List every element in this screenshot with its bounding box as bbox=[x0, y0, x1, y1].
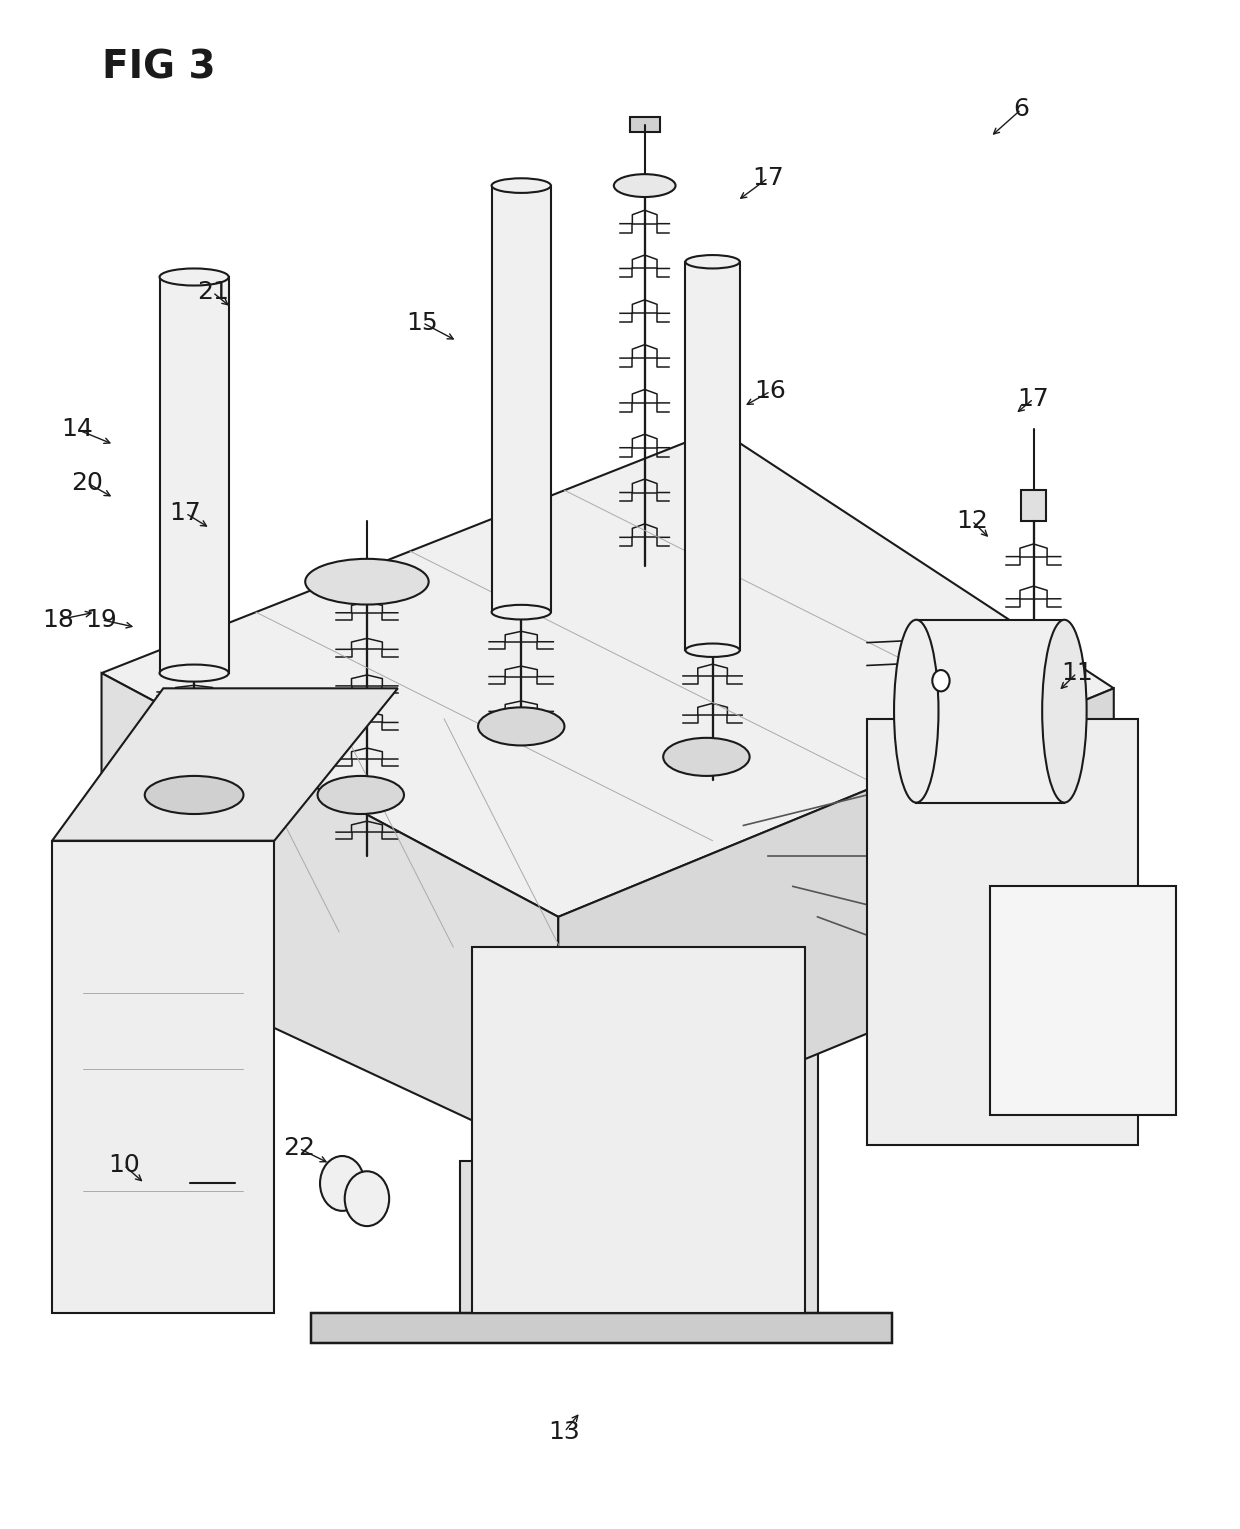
Text: 16: 16 bbox=[755, 379, 786, 404]
Circle shape bbox=[932, 670, 950, 691]
Text: 21: 21 bbox=[197, 280, 228, 304]
Bar bbox=[1086, 971, 1136, 1038]
Bar bbox=[1028, 971, 1076, 1038]
Polygon shape bbox=[102, 430, 1114, 917]
Ellipse shape bbox=[145, 775, 243, 813]
Bar bbox=[1022, 491, 1045, 521]
Ellipse shape bbox=[491, 179, 551, 193]
Ellipse shape bbox=[686, 644, 740, 657]
Text: 17: 17 bbox=[170, 502, 201, 524]
Text: 6: 6 bbox=[1013, 98, 1029, 121]
Polygon shape bbox=[52, 841, 274, 1313]
Text: 11: 11 bbox=[1061, 661, 1092, 685]
Polygon shape bbox=[558, 688, 1114, 1161]
Text: 15: 15 bbox=[407, 310, 438, 335]
Bar bbox=[460, 1161, 484, 1329]
Text: 12: 12 bbox=[956, 509, 988, 532]
Text: 14: 14 bbox=[61, 417, 93, 442]
Ellipse shape bbox=[686, 255, 740, 269]
Ellipse shape bbox=[479, 708, 564, 746]
Text: 17: 17 bbox=[753, 167, 784, 190]
Ellipse shape bbox=[160, 665, 228, 682]
Bar bbox=[792, 948, 817, 1329]
Ellipse shape bbox=[663, 739, 750, 775]
Ellipse shape bbox=[894, 619, 939, 803]
Ellipse shape bbox=[1042, 619, 1086, 803]
Bar bbox=[1095, 956, 1132, 971]
Circle shape bbox=[345, 1171, 389, 1226]
Circle shape bbox=[320, 1156, 365, 1211]
Ellipse shape bbox=[614, 174, 676, 197]
Ellipse shape bbox=[317, 775, 404, 813]
Text: 22: 22 bbox=[283, 1136, 315, 1161]
Polygon shape bbox=[311, 1313, 892, 1344]
Polygon shape bbox=[867, 719, 1138, 1145]
Ellipse shape bbox=[305, 558, 429, 604]
Text: 13: 13 bbox=[548, 1420, 580, 1443]
Text: 19: 19 bbox=[86, 607, 118, 631]
Text: 20: 20 bbox=[71, 471, 103, 495]
Polygon shape bbox=[472, 948, 805, 1313]
Ellipse shape bbox=[160, 269, 228, 286]
Text: 17: 17 bbox=[1018, 387, 1049, 411]
Bar bbox=[539, 1168, 577, 1183]
Bar bbox=[630, 118, 660, 133]
Bar bbox=[195, 1168, 231, 1183]
Polygon shape bbox=[52, 688, 398, 841]
Bar bbox=[916, 619, 1064, 803]
Bar bbox=[608, 1161, 632, 1329]
Bar bbox=[686, 261, 740, 650]
Text: 18: 18 bbox=[42, 607, 74, 631]
Bar bbox=[491, 185, 551, 612]
Bar bbox=[885, 956, 923, 971]
Bar bbox=[77, 917, 249, 1252]
Text: 10: 10 bbox=[108, 1153, 140, 1177]
Polygon shape bbox=[991, 887, 1176, 1115]
Ellipse shape bbox=[491, 605, 551, 619]
Text: FIG 3: FIG 3 bbox=[102, 49, 216, 87]
Polygon shape bbox=[102, 673, 558, 1161]
Bar bbox=[160, 277, 228, 673]
